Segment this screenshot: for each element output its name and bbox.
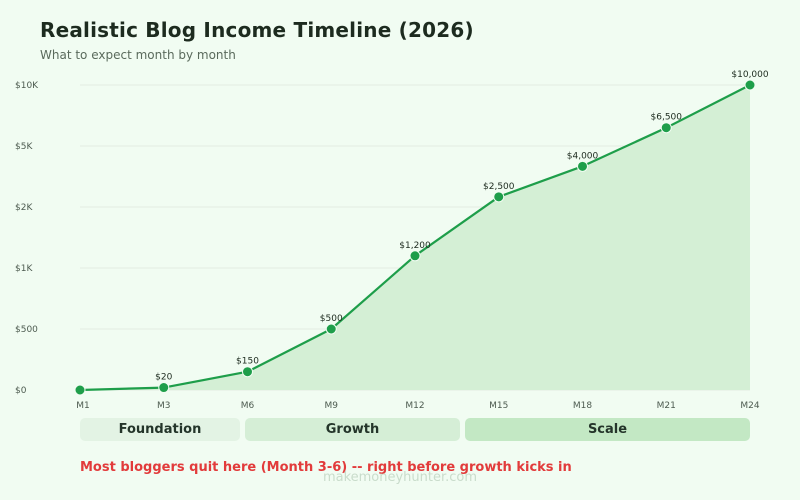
quit-warning-annotation: Most bloggers quit here (Month 3-6) -- r…	[80, 460, 572, 475]
data-point	[744, 79, 756, 91]
x-tick-label: M18	[573, 401, 592, 411]
y-tick-label: $1K	[15, 264, 33, 274]
data-point	[577, 160, 588, 172]
data-point	[158, 382, 170, 394]
income-line-chart: $0 $500 $1K $2K $5K $10K M1 $20 M3 $150 M6 $500 M9 $1…	[15, 70, 769, 411]
area-fill	[80, 85, 750, 390]
phase-growth: Growth	[245, 418, 460, 441]
y-tick-label: $500	[15, 325, 38, 335]
data-label: $1,200	[399, 241, 431, 251]
x-tick-label: M1	[76, 401, 90, 411]
data-point	[74, 384, 86, 396]
chart-title: Realistic Blog Income Timeline (2026)	[40, 18, 474, 42]
chart-subtitle: What to expect month by month	[40, 48, 236, 62]
x-tick-label: M6	[241, 401, 255, 411]
phase-foundation: Foundation	[80, 418, 240, 441]
data-label: $4,000	[567, 151, 599, 161]
phase-scale: Scale	[465, 418, 750, 441]
data-point	[493, 191, 505, 203]
y-tick-label: $0	[15, 386, 27, 396]
y-tick-label: $2K	[15, 203, 33, 213]
x-tick-label: M21	[657, 401, 676, 411]
data-label: $500	[320, 314, 343, 324]
data-point	[409, 250, 421, 262]
data-label: $20	[155, 373, 172, 383]
x-tick-label: M3	[157, 401, 171, 411]
y-tick-label: $10K	[15, 81, 39, 91]
x-tick-label: M24	[740, 401, 759, 411]
data-point	[325, 323, 337, 335]
y-tick-label: $5K	[15, 142, 33, 152]
data-point	[660, 122, 672, 134]
x-tick-label: M15	[489, 401, 508, 411]
x-tick-label: M12	[405, 401, 424, 411]
data-label: $10,000	[731, 70, 768, 80]
data-label: $150	[236, 357, 259, 367]
x-tick-label: M9	[325, 401, 339, 411]
data-label: $2,500	[483, 182, 515, 192]
data-point	[242, 366, 253, 378]
data-label: $6,500	[651, 113, 683, 123]
watermark: makemoneyhunter.com	[322, 470, 478, 485]
